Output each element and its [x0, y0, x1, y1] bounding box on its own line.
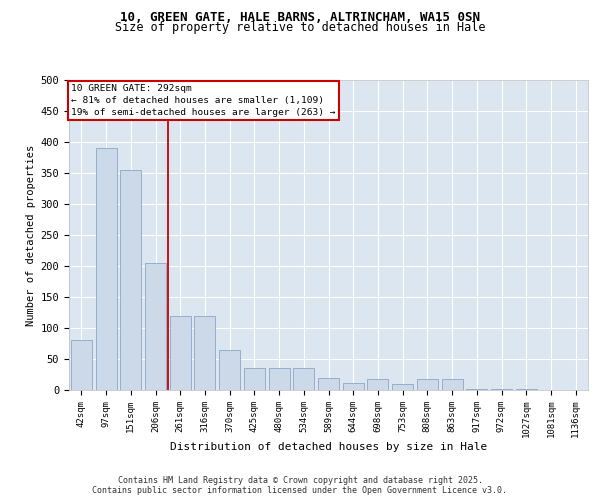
Bar — [170, 316, 191, 390]
Bar — [244, 368, 265, 390]
Bar — [293, 368, 314, 390]
Bar — [120, 170, 141, 390]
Bar — [367, 379, 388, 390]
Bar — [71, 340, 92, 390]
Text: Contains HM Land Registry data © Crown copyright and database right 2025.
Contai: Contains HM Land Registry data © Crown c… — [92, 476, 508, 495]
Bar — [95, 148, 116, 390]
Text: 10 GREEN GATE: 292sqm
← 81% of detached houses are smaller (1,109)
19% of semi-d: 10 GREEN GATE: 292sqm ← 81% of detached … — [71, 84, 335, 117]
Text: Size of property relative to detached houses in Hale: Size of property relative to detached ho… — [115, 22, 485, 35]
Bar — [219, 350, 240, 390]
Bar — [417, 379, 438, 390]
Bar — [491, 389, 512, 390]
Bar — [343, 382, 364, 390]
Bar — [269, 368, 290, 390]
Bar — [466, 389, 487, 390]
Bar — [442, 379, 463, 390]
Y-axis label: Number of detached properties: Number of detached properties — [26, 144, 37, 326]
X-axis label: Distribution of detached houses by size in Hale: Distribution of detached houses by size … — [170, 442, 487, 452]
Bar — [516, 389, 537, 390]
Bar — [392, 384, 413, 390]
Bar — [318, 378, 339, 390]
Bar — [194, 316, 215, 390]
Bar — [145, 263, 166, 390]
Text: 10, GREEN GATE, HALE BARNS, ALTRINCHAM, WA15 0SN: 10, GREEN GATE, HALE BARNS, ALTRINCHAM, … — [120, 11, 480, 24]
